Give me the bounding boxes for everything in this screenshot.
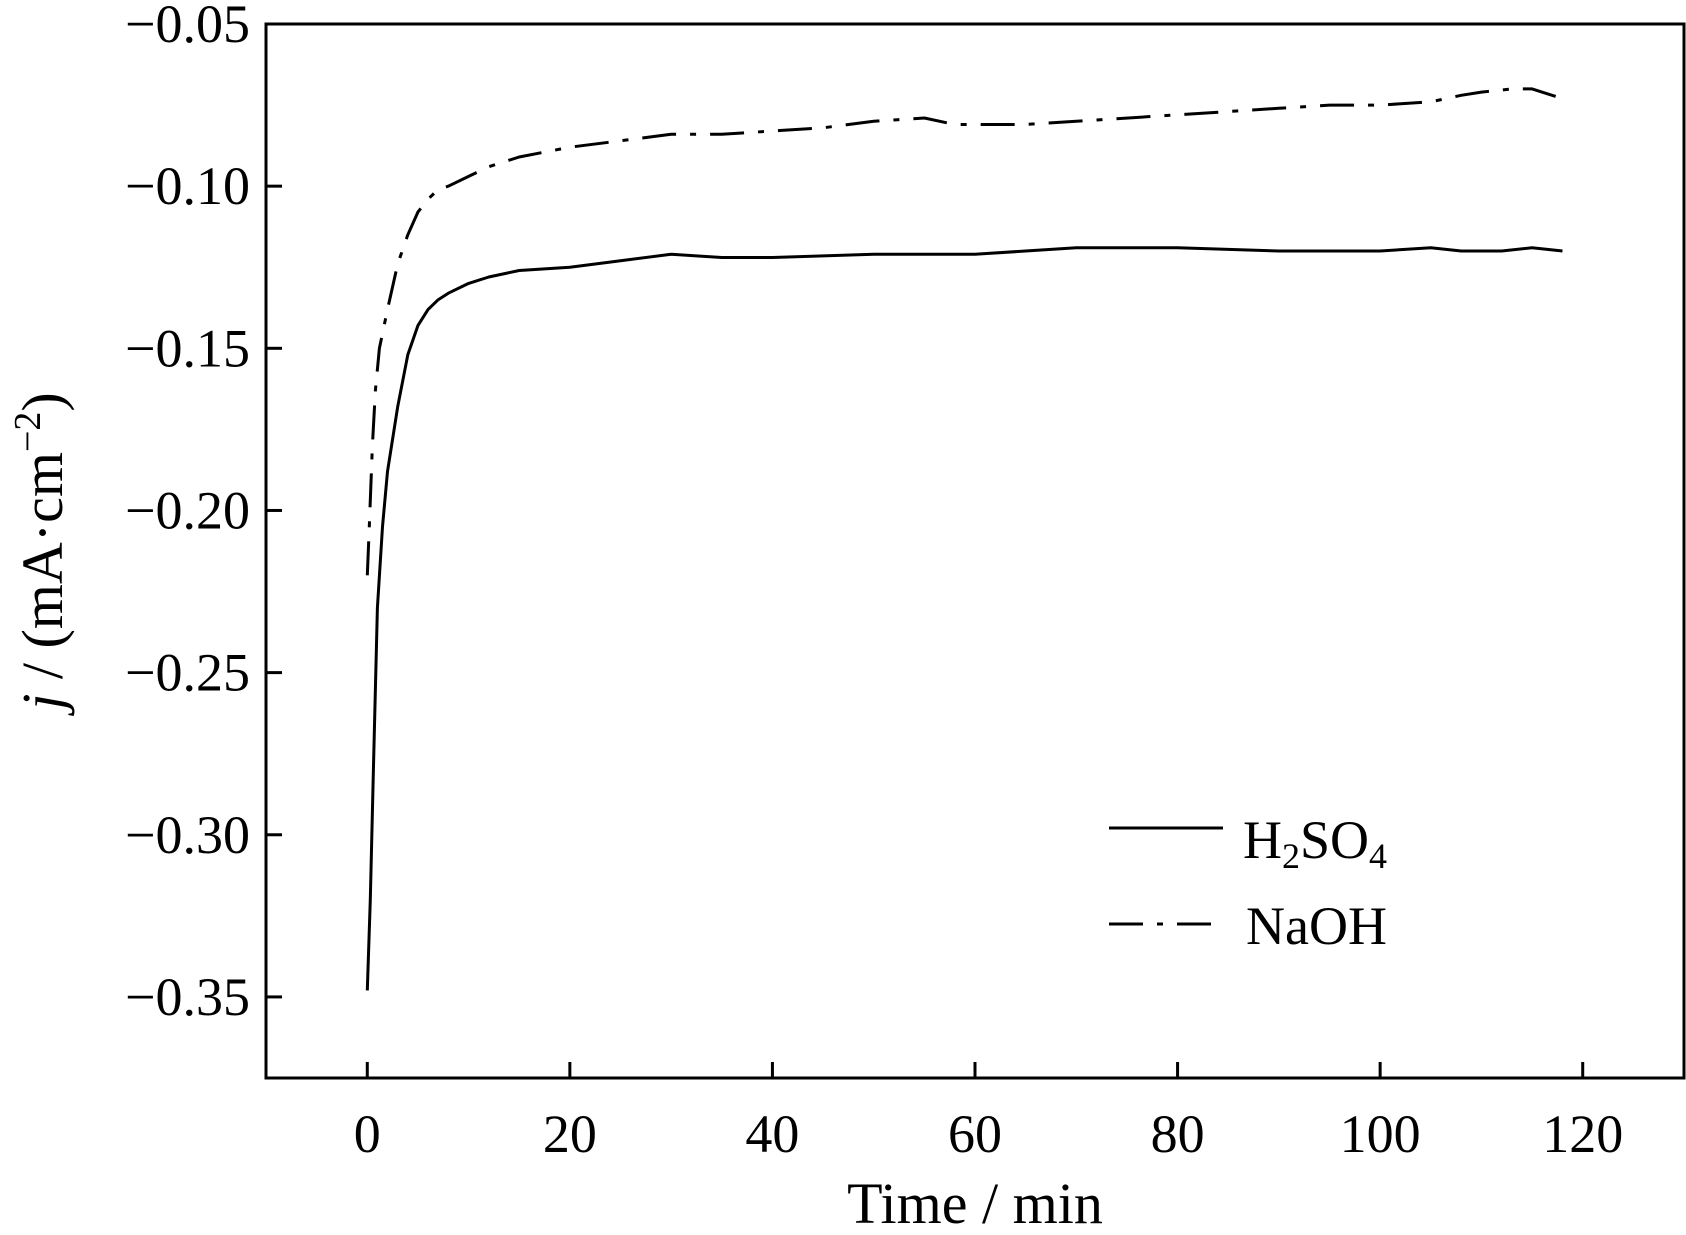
legend: H2SO4 NaOH: [1109, 810, 1387, 956]
plot-frame: [264, 22, 1686, 1080]
y-axis-ticks: −0.05 −0.10 −0.15 −0.20 −0.25 −0.30 −0.35: [125, 0, 282, 1027]
x-tick-label: 20: [543, 1104, 597, 1164]
series-line-naoh: [365, 87, 1563, 576]
y-tick-label: −0.15: [125, 318, 250, 378]
y-axis-unit-exponent: −2: [7, 412, 49, 452]
x-tick-label: 40: [745, 1104, 799, 1164]
series-line-h2so4: [365, 246, 1563, 991]
x-tick-label: 120: [1542, 1104, 1623, 1164]
x-tick-label: 80: [1151, 1104, 1205, 1164]
y-tick-label: −0.25: [125, 643, 250, 703]
legend-label-h2so4: H2SO4: [1243, 810, 1387, 876]
x-axis-label: Time / min: [847, 1171, 1103, 1235]
y-tick-label: −0.20: [125, 480, 250, 540]
x-tick-label: 0: [354, 1104, 381, 1164]
y-axis-unit: / (mA·cm: [10, 452, 75, 694]
series-layer: [365, 87, 1563, 991]
y-axis-label: j / (mA·cm−2): [7, 392, 75, 717]
y-tick-label: −0.05: [125, 0, 250, 54]
legend-label-naoh: NaOH: [1246, 896, 1387, 956]
y-axis-symbol: j: [10, 694, 75, 717]
y-tick-label: −0.35: [125, 967, 250, 1027]
y-axis-unit-close: ): [10, 392, 75, 411]
x-axis-ticks: 0 20 40 60 80 100 120: [354, 1062, 1623, 1164]
y-tick-label: −0.10: [125, 156, 250, 216]
x-tick-label: 100: [1340, 1104, 1421, 1164]
x-tick-label: 60: [948, 1104, 1002, 1164]
y-tick-label: −0.30: [125, 805, 250, 865]
